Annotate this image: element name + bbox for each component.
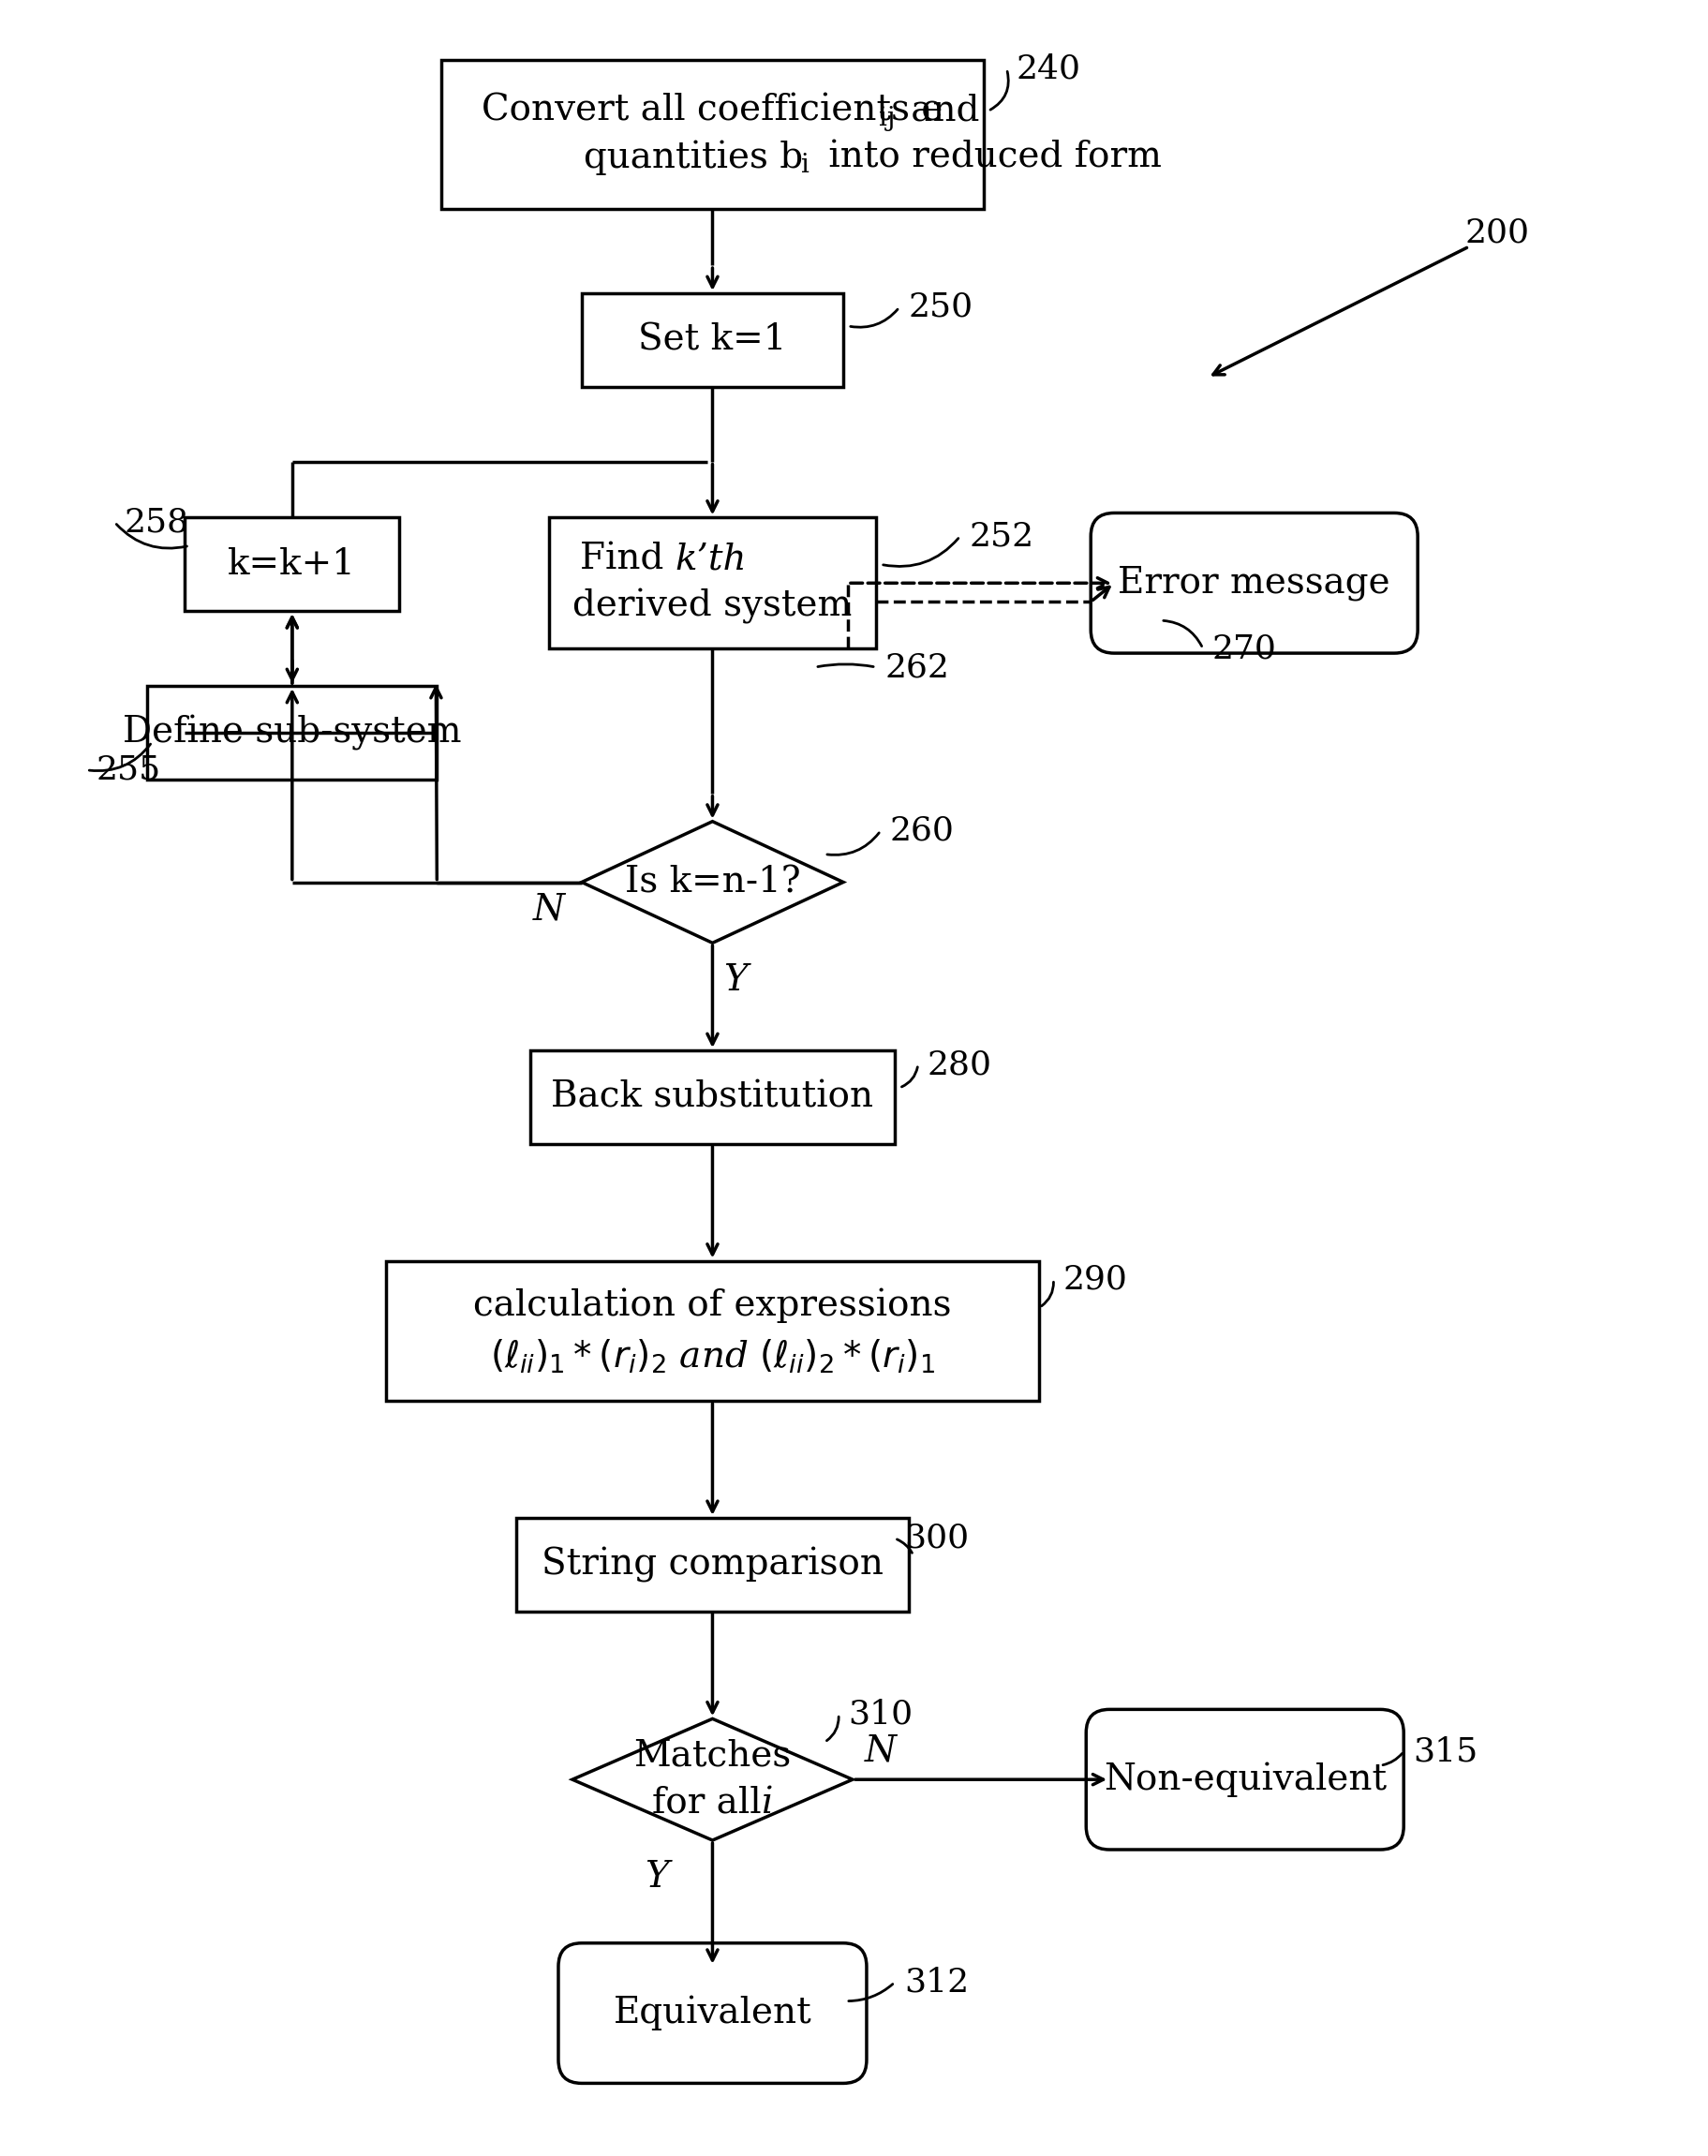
FancyBboxPatch shape — [184, 517, 400, 610]
Text: quantities b: quantities b — [584, 140, 803, 175]
Polygon shape — [572, 1718, 852, 1841]
Text: 250: 250 — [909, 291, 974, 323]
Text: i: i — [801, 153, 810, 179]
Text: and: and — [900, 93, 979, 129]
Text: N: N — [864, 1733, 897, 1768]
FancyBboxPatch shape — [531, 1050, 895, 1145]
Text: 280: 280 — [927, 1048, 992, 1080]
Text: Set k=1: Set k=1 — [639, 323, 787, 358]
Text: derived system: derived system — [572, 589, 852, 625]
Text: 300: 300 — [904, 1522, 968, 1554]
FancyBboxPatch shape — [386, 1261, 1040, 1401]
Text: Back substitution: Back substitution — [552, 1080, 874, 1115]
Text: 252: 252 — [970, 520, 1033, 552]
Text: Error message: Error message — [1119, 565, 1390, 602]
Text: Find: Find — [579, 543, 675, 578]
Polygon shape — [582, 821, 844, 942]
Text: 310: 310 — [847, 1699, 912, 1729]
FancyBboxPatch shape — [1086, 1710, 1404, 1850]
Text: 240: 240 — [1016, 54, 1081, 84]
Text: k’th: k’th — [675, 543, 746, 578]
Text: 255: 255 — [96, 755, 161, 787]
Text: i: i — [760, 1785, 772, 1820]
Text: ij: ij — [878, 106, 895, 132]
Text: 270: 270 — [1213, 632, 1278, 664]
Text: Define sub-system: Define sub-system — [123, 716, 461, 750]
Text: 262: 262 — [885, 651, 950, 683]
Text: calculation of expressions: calculation of expressions — [473, 1287, 951, 1322]
Text: Y: Y — [724, 964, 748, 998]
Text: k=k+1: k=k+1 — [229, 548, 357, 582]
FancyBboxPatch shape — [442, 60, 984, 209]
Text: 290: 290 — [1062, 1263, 1127, 1296]
Text: 200: 200 — [1464, 216, 1529, 248]
Text: Matches: Matches — [634, 1738, 791, 1774]
FancyBboxPatch shape — [147, 686, 437, 778]
Text: Non-equivalent: Non-equivalent — [1103, 1761, 1387, 1798]
Text: into reduced form: into reduced form — [816, 140, 1161, 175]
Text: 315: 315 — [1413, 1736, 1477, 1768]
Text: Is k=n-1?: Is k=n-1? — [625, 865, 801, 899]
Text: Equivalent: Equivalent — [613, 1996, 811, 2031]
FancyBboxPatch shape — [516, 1518, 909, 1611]
Text: Convert all coefficients e: Convert all coefficients e — [482, 93, 943, 129]
FancyBboxPatch shape — [559, 1943, 866, 2083]
Text: $(\ell_{ii})_1 * (r_i)_2$ and $(\ell_{ii})_2 * (r_i)_1$: $(\ell_{ii})_1 * (r_i)_2$ and $(\ell_{ii… — [490, 1337, 936, 1376]
Text: 260: 260 — [890, 815, 955, 847]
Text: N: N — [533, 893, 565, 927]
Text: 312: 312 — [904, 1966, 968, 1999]
Text: String comparison: String comparison — [541, 1546, 883, 1583]
Text: Y: Y — [644, 1861, 668, 1895]
Text: 258: 258 — [125, 507, 190, 539]
FancyBboxPatch shape — [548, 517, 876, 649]
FancyBboxPatch shape — [1091, 513, 1418, 653]
FancyBboxPatch shape — [582, 293, 844, 386]
Text: for all: for all — [652, 1785, 774, 1820]
